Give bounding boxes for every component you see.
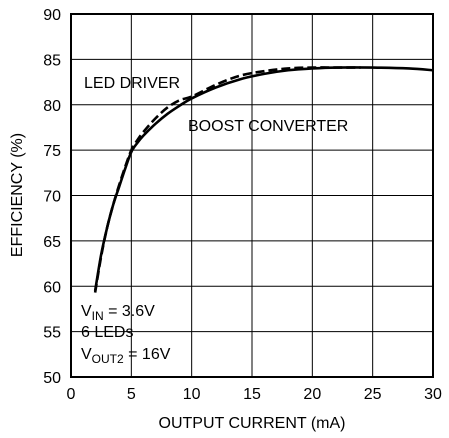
grid bbox=[71, 14, 433, 377]
vout-prefix: V bbox=[81, 346, 92, 363]
vout-value: = 16V bbox=[124, 346, 171, 363]
series-layer bbox=[93, 66, 434, 293]
condition-vout: VOUT2 = 16V bbox=[81, 346, 171, 366]
series-line-boost-converter bbox=[93, 66, 434, 292]
series-line-led-driver bbox=[93, 66, 361, 293]
x-tick-label: 0 bbox=[67, 386, 76, 403]
y-tick-label: 80 bbox=[43, 98, 61, 115]
x-tick-label: 20 bbox=[303, 386, 321, 403]
y-tick-label: 70 bbox=[43, 189, 61, 206]
vin-prefix: V bbox=[81, 303, 92, 320]
plot-frame bbox=[70, 13, 434, 378]
y-tick-label: 50 bbox=[43, 370, 61, 387]
y-tick-label: 60 bbox=[43, 279, 61, 296]
x-tick-label: 25 bbox=[364, 386, 382, 403]
condition-vin: VIN = 3.6V bbox=[81, 303, 155, 323]
y-tick-label: 75 bbox=[43, 143, 61, 160]
x-tick-label: 15 bbox=[243, 386, 261, 403]
y-tick-label: 65 bbox=[43, 234, 61, 251]
vin-value: = 3.6V bbox=[104, 303, 155, 320]
vin-subscript: IN bbox=[92, 309, 104, 323]
y-tick-label: 85 bbox=[43, 52, 61, 69]
x-tick-label: 30 bbox=[424, 386, 442, 403]
x-tick-label: 5 bbox=[127, 386, 136, 403]
vout-subscript: OUT2 bbox=[92, 352, 124, 366]
boost-converter-label: BOOST CONVERTER bbox=[188, 118, 348, 135]
y-tick-label: 55 bbox=[43, 325, 61, 342]
x-axis-label: OUTPUT CURRENT (mA) bbox=[159, 415, 346, 432]
x-tick-label: 10 bbox=[183, 386, 201, 403]
y-axis-label: EFFICIENCY (%) bbox=[9, 133, 26, 257]
condition-leds: 6 LEDs bbox=[81, 324, 133, 341]
led-driver-label: LED DRIVER bbox=[84, 75, 180, 92]
y-tick-label: 90 bbox=[43, 7, 61, 24]
tick-labels: 0 5 10 15 20 25 30 50 55 60 65 70 75 80 85 90 bbox=[43, 7, 442, 403]
